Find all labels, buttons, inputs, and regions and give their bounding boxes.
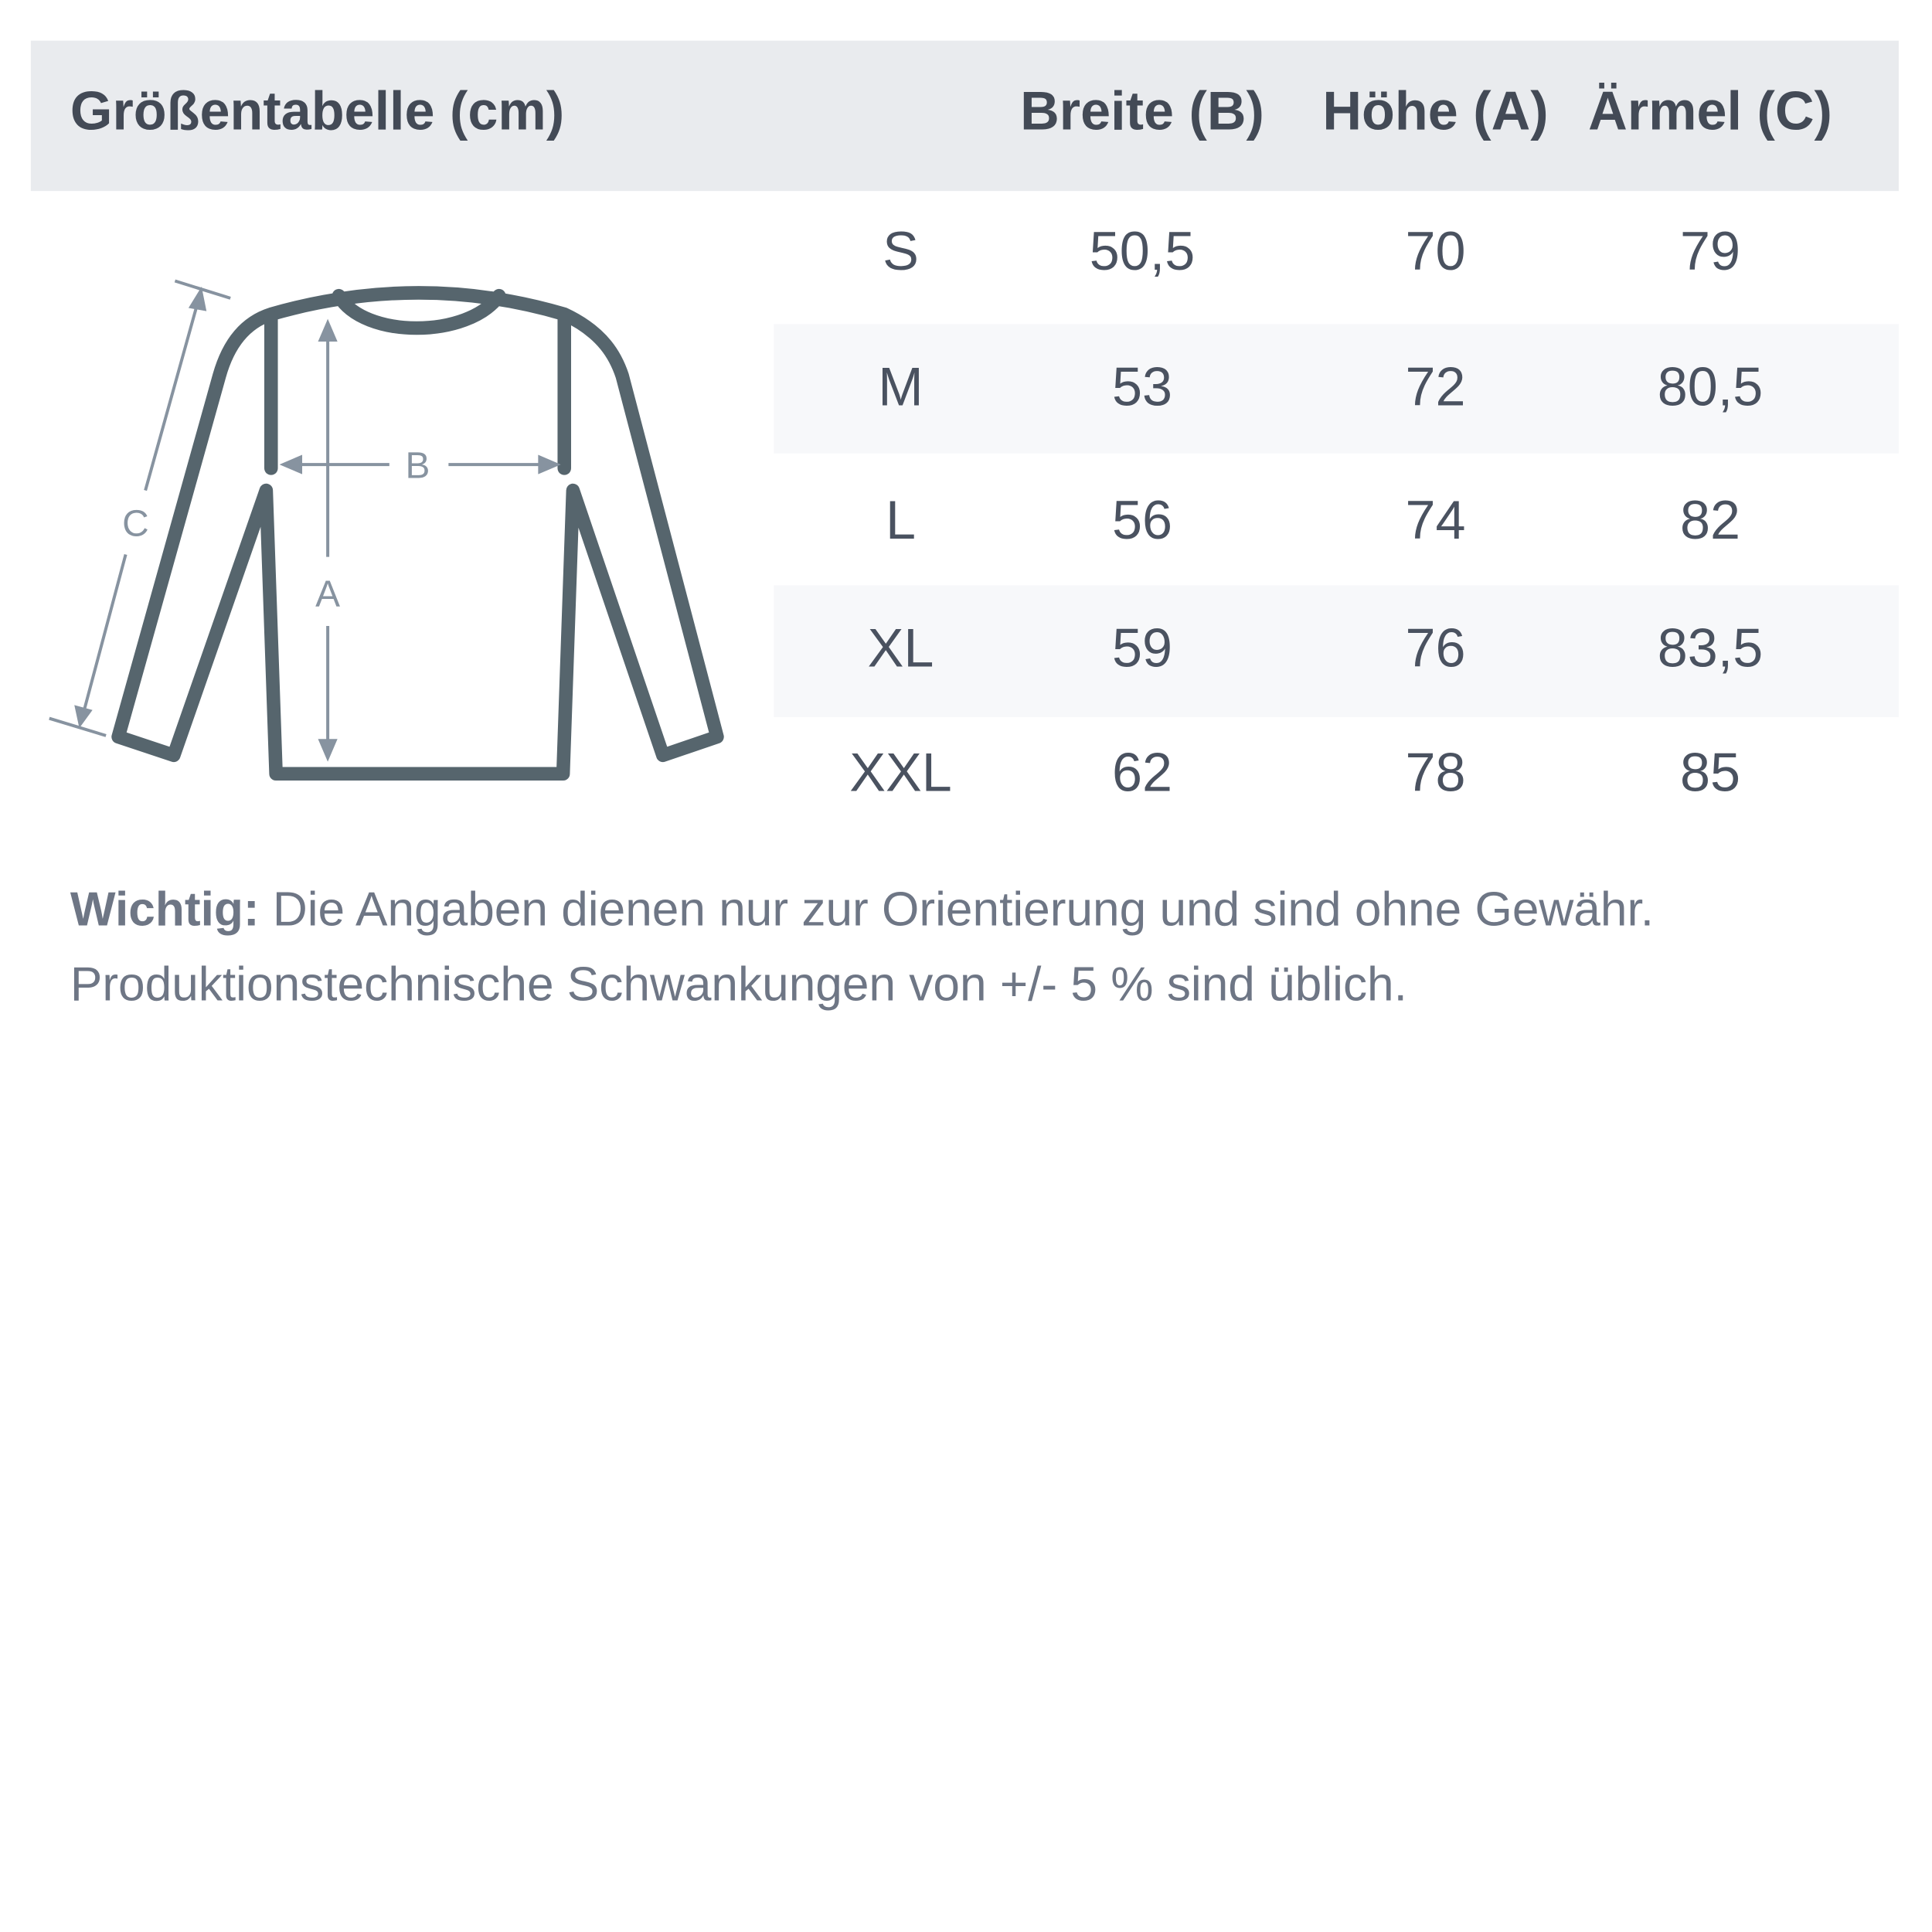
value-cell: 56	[1111, 490, 1173, 551]
column-header-breite: Breite (B)	[1020, 81, 1264, 142]
value-cell: 85	[1680, 743, 1741, 804]
value-cell: 59	[1111, 618, 1173, 679]
disclaimer-note: Wichtig: Die Angaben dienen nur zur Orie…	[70, 872, 1654, 1023]
value-cell: 80,5	[1657, 357, 1764, 418]
size-cell: L	[885, 490, 917, 551]
row-stripe-xl	[774, 585, 1899, 717]
note-line1: Die Angaben dienen nur zur Orientierung …	[259, 883, 1655, 937]
value-cell: 62	[1111, 743, 1173, 804]
value-cell: 74	[1405, 490, 1466, 551]
size-cell: XL	[867, 618, 934, 679]
size-cell: M	[878, 357, 923, 418]
note-bold: Wichtig:	[70, 883, 260, 937]
label-a: A	[315, 573, 340, 614]
value-cell: 53	[1111, 357, 1173, 418]
label-b: B	[406, 446, 430, 487]
size-cell: XXL	[849, 743, 952, 804]
page-title: Größentabelle (cm)	[70, 81, 565, 142]
value-cell: 78	[1405, 743, 1466, 804]
row-stripe-m	[774, 324, 1899, 454]
value-cell: 50,5	[1089, 221, 1196, 283]
value-cell: 83,5	[1657, 618, 1764, 679]
value-cell: 76	[1405, 618, 1466, 679]
value-cell: 82	[1680, 490, 1741, 551]
value-cell: 72	[1405, 357, 1466, 418]
note-line2: Produktionstechnische Schwankungen von +…	[70, 958, 1407, 1012]
column-header-hoehe: Höhe (A)	[1322, 81, 1549, 142]
value-cell: 79	[1680, 221, 1741, 283]
column-header-aermel: Ärmel (C)	[1588, 81, 1832, 142]
sweater-measurement-icon: B A C	[49, 279, 724, 781]
size-cell: S	[883, 221, 919, 283]
label-c: C	[122, 504, 149, 545]
table-header-bar	[30, 40, 1899, 192]
value-cell: 70	[1405, 221, 1466, 283]
